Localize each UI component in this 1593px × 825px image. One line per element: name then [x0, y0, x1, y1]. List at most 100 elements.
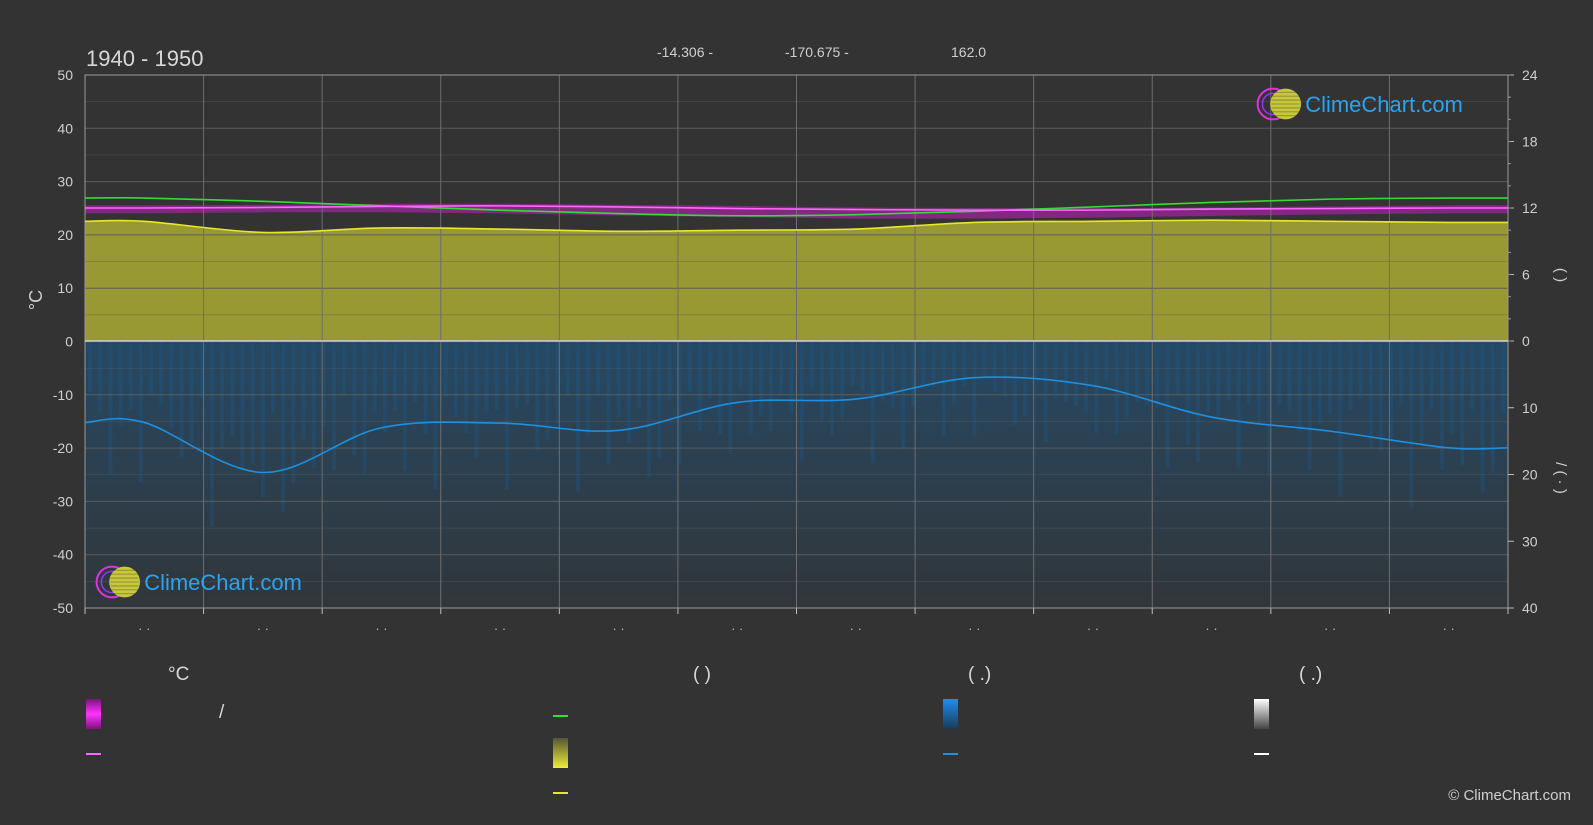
legend-sunshine-swatch	[553, 738, 568, 768]
precipitation-streak	[118, 341, 123, 427]
temperature-mean-line	[84, 205, 1509, 212]
precipitation-streak	[372, 341, 377, 412]
precipitation-streak	[88, 341, 93, 393]
precipitation-streak	[1490, 341, 1495, 473]
precipitation-streak	[311, 341, 316, 469]
precipitation-streak	[1236, 341, 1241, 468]
chart-title: 1940 - 1950	[86, 46, 204, 71]
precipitation-streak	[931, 341, 936, 388]
legend-snow-swatch	[1254, 699, 1269, 729]
precipitation-streak	[271, 341, 276, 413]
precipitation-streak	[565, 341, 570, 396]
y-tick-left: 50	[57, 67, 73, 83]
precipitation-streak	[687, 341, 692, 392]
precipitation-streak	[138, 341, 143, 483]
precipitation-streak	[1419, 341, 1424, 446]
y-tick-left: -10	[53, 387, 73, 403]
legend-snow-heading: ( .)	[1299, 664, 1323, 685]
precipitation-streak	[616, 341, 621, 419]
precipitation-streak	[1358, 341, 1363, 399]
precipitation-streak	[911, 341, 916, 407]
y-tick-right-bottom: 10	[1522, 400, 1538, 416]
precipitation-streak	[433, 341, 438, 489]
precipitation-streak	[718, 341, 723, 435]
precipitation-streak	[1013, 341, 1018, 426]
precipitation-streak	[860, 341, 865, 391]
precipitation-streak	[128, 341, 133, 410]
precipitation-streak	[941, 341, 946, 437]
y-tick-right-top: 12	[1522, 200, 1538, 216]
precipitation-streak	[525, 341, 530, 405]
logo-top-right: ClimeChart.com	[1256, 87, 1463, 121]
y-tick-left: -40	[53, 547, 73, 563]
precipitation-streak	[1165, 341, 1170, 468]
precipitation-streak	[403, 341, 408, 471]
precipitation-streak	[464, 341, 469, 434]
precipitation-streak	[1307, 341, 1312, 471]
precipitation-streak	[677, 341, 682, 465]
precipitation-streak	[1104, 341, 1109, 381]
precipitation-streak	[474, 341, 479, 458]
precipitation-streak	[1399, 341, 1404, 405]
precipitation-streak	[1429, 341, 1434, 410]
precipitation-streak	[992, 341, 997, 393]
legend-sun-heading: ( )	[693, 664, 711, 685]
precipitation-streak	[921, 341, 926, 385]
y-tick-right-bottom: 40	[1522, 600, 1538, 616]
y-axis-label-right-bottom: / ( · )	[1552, 462, 1569, 494]
precipitation-streak	[870, 341, 875, 463]
precipitation-streak	[830, 341, 835, 435]
precipitation-streak	[291, 341, 296, 484]
precipitation-streak	[484, 341, 489, 413]
x-tick-label: · ·	[1087, 621, 1099, 636]
precipitation-streak	[362, 341, 367, 474]
longitude-label: -170.675 -	[785, 44, 849, 60]
precipitation-streak	[657, 341, 662, 460]
precipitation-streak	[1297, 341, 1302, 432]
precipitation-streak	[575, 341, 580, 492]
x-tick-label: · ·	[968, 621, 980, 636]
y-tick-right-bottom: 30	[1522, 533, 1538, 549]
precipitation-streak	[596, 341, 601, 397]
legend-rain-swatch	[943, 699, 958, 729]
y-axis-label-left: °C	[26, 290, 46, 310]
precipitation-streak	[1317, 341, 1322, 425]
precipitation-streak	[260, 341, 265, 498]
precipitation-streak	[647, 341, 652, 478]
precipitation-streak	[1185, 341, 1190, 445]
precipitation-streak	[98, 341, 103, 413]
precipitation-streak	[535, 341, 540, 451]
precipitation-streak	[423, 341, 428, 434]
precipitation-streak	[952, 341, 957, 404]
precipitation-streak	[982, 341, 987, 379]
precipitation-streak	[281, 341, 286, 513]
precipitation-streak	[382, 341, 387, 432]
y-tick-left: 30	[57, 174, 73, 190]
y-tick-left: 40	[57, 120, 73, 136]
precipitation-streak	[667, 341, 672, 401]
y-tick-right-top: 24	[1522, 67, 1538, 83]
legend-rain-line-swatch	[943, 753, 958, 755]
legend-temp-range-swatch	[86, 699, 101, 729]
precipitation-streak	[1267, 341, 1272, 477]
precipitation-streak	[321, 341, 326, 427]
precipitation-streak	[1450, 341, 1455, 434]
precipitation-streak	[850, 341, 855, 387]
precipitation-streak	[1470, 341, 1475, 410]
elevation-label: 162.0	[951, 44, 987, 60]
sunshine-line	[84, 219, 1509, 234]
precipitation-streak	[1409, 341, 1414, 508]
precipitation-streak	[443, 341, 448, 397]
precipitation-streak	[880, 341, 885, 401]
precipitation-streak	[1389, 341, 1394, 441]
legend-rain-heading: ( .)	[968, 664, 992, 685]
precipitation-streak	[1338, 341, 1343, 497]
precipitation-streak	[962, 341, 967, 387]
precipitation-streak	[626, 341, 631, 444]
precipitation-streak	[1226, 341, 1231, 401]
precipitation-streak	[301, 341, 306, 440]
precipitation-streak	[840, 341, 845, 421]
precipitation-line	[84, 376, 1509, 474]
precipitation-streak	[1145, 341, 1150, 406]
